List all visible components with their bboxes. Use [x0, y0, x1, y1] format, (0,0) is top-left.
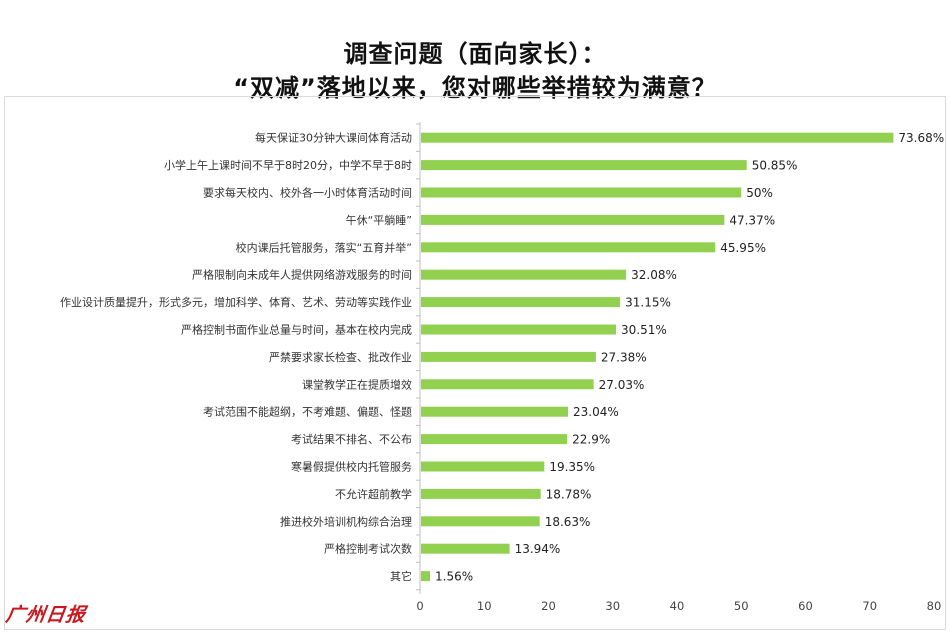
- bar: [421, 214, 725, 225]
- data-label: 73.68%: [898, 131, 944, 145]
- bar: [421, 434, 568, 445]
- category-label: 严禁要求家长检查、批改作业: [269, 350, 412, 364]
- data-label: 45.95%: [720, 241, 766, 255]
- category-label: 要求每天校内、校外各一小时体育活动时间: [203, 186, 412, 200]
- newspaper-logo: 广州日报: [4, 604, 88, 626]
- category-label: 小学上午上课时间不早于8时20分，中学不早于8时: [164, 158, 412, 172]
- bar: [421, 187, 742, 198]
- category-label: 考试范围不能超纲，不考难题、偏题、怪题: [203, 405, 412, 419]
- data-label: 18.78%: [546, 487, 592, 501]
- category-label: 推进校外培训机构综合治理: [280, 514, 412, 528]
- bar: [421, 324, 617, 335]
- chart-title-line-1: 调查问题（面向家长）：: [343, 40, 607, 68]
- category-label: 作业设计质量提升，形式多元，增加科学、体育、艺术、劳动等实践作业: [60, 295, 412, 309]
- data-label: 47.37%: [729, 213, 775, 227]
- category-label: 严格控制考试次数: [324, 542, 412, 556]
- chart-title-line-2: “双减”落地以来，您对哪些举措较为满意？: [233, 74, 717, 102]
- bar: [421, 297, 621, 308]
- x-tick-label: 50: [734, 599, 749, 613]
- x-tick-label: 20: [541, 599, 556, 613]
- category-label: 其它: [390, 569, 412, 583]
- bar: [421, 571, 431, 582]
- data-label: 32.08%: [631, 268, 677, 282]
- category-label: 寒暑假提供校内托管服务: [291, 460, 412, 474]
- bar: [421, 269, 627, 280]
- x-tick-label: 30: [605, 599, 620, 613]
- data-label: 27.38%: [601, 350, 647, 364]
- data-label: 1.56%: [435, 570, 473, 584]
- bar: [421, 406, 569, 417]
- bar: [421, 488, 541, 499]
- data-label: 30.51%: [621, 323, 667, 337]
- x-tick-label: 60: [798, 599, 813, 613]
- bar: [421, 461, 545, 472]
- category-label: 每天保证30分钟大课间体育活动: [255, 131, 412, 145]
- bar: [421, 543, 510, 554]
- category-label: 课堂教学正在提质增效: [302, 377, 412, 391]
- bar: [421, 516, 540, 527]
- x-tick-label: 70: [862, 599, 877, 613]
- category-label: 严格控制书面作业总量与时间，基本在校内完成: [181, 323, 412, 337]
- category-label: 不允许超前教学: [335, 487, 412, 501]
- x-tick-label: 80: [927, 599, 942, 613]
- x-tick-label: 40: [670, 599, 685, 613]
- bar: [421, 160, 747, 171]
- bar: [421, 242, 716, 253]
- x-tick-label: 10: [477, 599, 492, 613]
- category-label: 严格限制向未成年人提供网络游戏服务的时间: [192, 268, 412, 282]
- data-label: 50%: [746, 186, 773, 200]
- x-tick-label: 0: [416, 599, 423, 613]
- data-label: 23.04%: [573, 405, 619, 419]
- data-label: 50.85%: [752, 159, 798, 173]
- data-label: 31.15%: [625, 296, 671, 310]
- plot-frame: [4, 96, 946, 630]
- data-label: 19.35%: [549, 460, 595, 474]
- category-label: 考试结果不排名、不公布: [291, 432, 412, 446]
- data-label: 13.94%: [515, 542, 561, 556]
- bar: [421, 379, 594, 390]
- bar: [421, 351, 596, 362]
- data-label: 22.9%: [572, 433, 610, 447]
- data-label: 27.03%: [599, 378, 645, 392]
- bar: [421, 132, 894, 143]
- category-label: 校内课后托管服务，落实“五育并举”: [236, 240, 412, 254]
- data-label: 18.63%: [545, 515, 591, 529]
- category-label: 午休“平躺睡”: [346, 213, 412, 227]
